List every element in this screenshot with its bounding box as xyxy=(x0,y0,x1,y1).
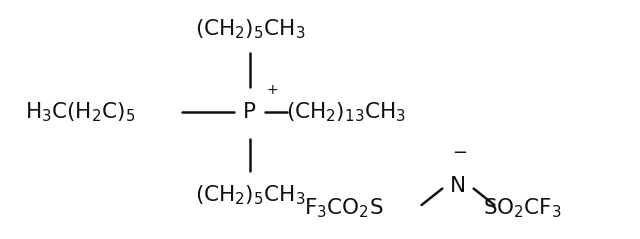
Text: N: N xyxy=(450,176,466,196)
Text: P: P xyxy=(243,103,256,122)
Text: F$_3$CO$_2$S: F$_3$CO$_2$S xyxy=(305,197,384,220)
Text: (CH$_2$)$_5$CH$_3$: (CH$_2$)$_5$CH$_3$ xyxy=(195,184,305,207)
Text: (CH$_2$)$_{13}$CH$_3$: (CH$_2$)$_{13}$CH$_3$ xyxy=(285,101,406,124)
Text: SO$_2$CF$_3$: SO$_2$CF$_3$ xyxy=(483,197,562,220)
Text: H$_3$C(H$_2$C)$_5$: H$_3$C(H$_2$C)$_5$ xyxy=(25,101,136,124)
Text: −: − xyxy=(452,144,467,163)
Text: (CH$_2$)$_5$CH$_3$: (CH$_2$)$_5$CH$_3$ xyxy=(195,17,305,41)
Text: +: + xyxy=(266,83,278,97)
